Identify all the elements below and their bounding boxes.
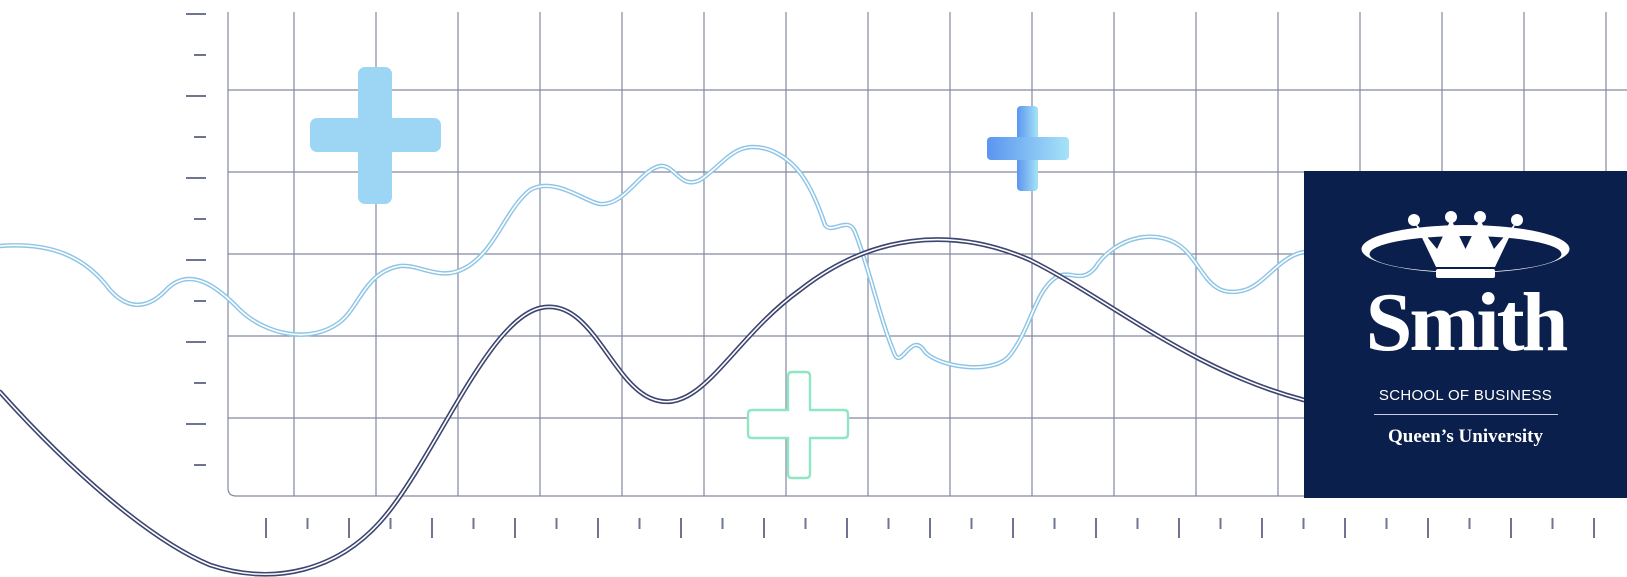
logo-divider (1374, 414, 1558, 415)
logo-university-name: Queen’s University (1388, 426, 1543, 447)
light-blue-wave (0, 144, 1307, 370)
logo-wordmark: Smith (1365, 276, 1569, 369)
plus-icon-light-blue (310, 67, 441, 204)
light-blue-wave-core (0, 146, 1305, 369)
logo-panel: Smith SCHOOL OF BUSINESS Queen’s Univers… (1304, 171, 1627, 498)
crown-emblem-icon (1361, 211, 1570, 278)
dark-navy-wave-core (0, 238, 1305, 575)
plus-icon-mint-outline (746, 370, 850, 480)
axis-ticks (186, 13, 1595, 538)
logo-school-name: SCHOOL OF BUSINESS (1378, 387, 1553, 404)
plus-icon-gradient-blue (987, 106, 1069, 191)
dark-navy-wave (0, 237, 1307, 577)
axis-frame (227, 12, 1627, 497)
